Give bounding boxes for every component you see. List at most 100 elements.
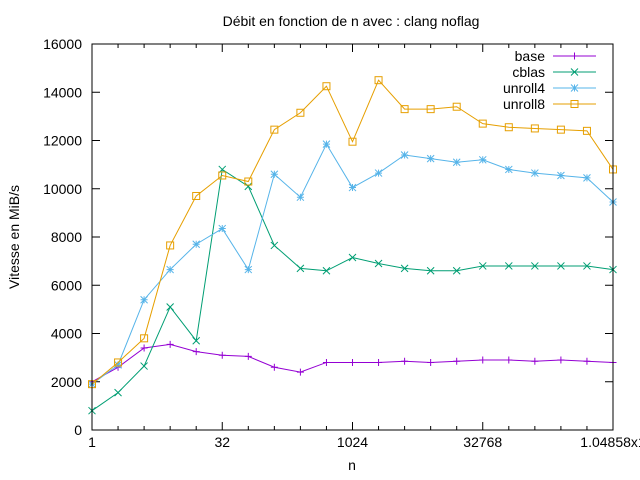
data-point [426,105,435,114]
data-point [583,174,591,182]
legend-item: unroll4 [503,80,596,96]
data-point [374,259,383,268]
x-axis-ticks: 1 32 1024 32768 1.04858x1 [88,44,640,450]
data-point [505,356,513,364]
y-axis-label: Vitesse en MiB/s [6,185,22,289]
data-point [557,262,565,270]
series-base [88,340,617,386]
legend-label: cblas [512,64,545,80]
data-point [570,68,579,76]
data-point [114,358,123,367]
data-point [140,295,148,304]
data-point [427,358,435,366]
data-point [322,82,331,91]
data-point [140,344,148,352]
data-point [244,177,253,186]
data-point [218,224,227,233]
data-point [504,165,513,174]
data-point [114,388,122,397]
data-point [114,361,122,369]
data-point [531,357,539,365]
data-point [270,241,279,250]
data-point [504,123,513,132]
data-point [401,357,409,365]
data-point [400,264,409,273]
y-tick-label: 12000 [43,133,82,149]
data-point [270,363,278,371]
series-line [91,143,614,385]
data-point [244,352,252,360]
data-point [504,262,513,270]
data-point [375,358,383,366]
data-point [570,84,579,92]
x-tick-label: 32768 [463,434,502,450]
data-point [218,171,227,180]
data-point [140,334,149,343]
data-point [322,140,331,148]
data-point [349,358,356,366]
data-point [244,182,253,191]
data-point [348,183,357,192]
y-tick-label: 2000 [51,374,82,390]
y-tick-label: 6000 [51,277,82,293]
data-point [296,108,305,117]
legend-item: unroll8 [503,96,596,112]
data-point [296,264,305,273]
legend-item: base [515,48,596,64]
data-point [218,351,226,359]
data-point [530,124,539,133]
data-point [583,262,591,270]
y-tick-label: 8000 [51,229,82,245]
data-point [166,340,174,348]
y-tick-label: 4000 [51,326,82,342]
series-line [91,168,614,412]
data-point [556,125,565,134]
data-point [192,191,201,200]
legend-item: cblas [512,64,596,80]
data-point [140,362,148,370]
data-point [192,336,201,345]
data-point [557,356,565,364]
data-point [296,193,305,202]
y-tick-label: 0 [74,422,82,438]
legend-label: unroll4 [503,80,545,96]
data-point [478,119,487,128]
data-point [452,266,461,275]
data-point [192,240,201,249]
data-point [348,137,357,146]
data-point [270,125,279,134]
data-point [166,303,175,311]
y-tick-label: 16000 [43,36,82,52]
x-tick-label: 1 [88,434,96,450]
data-point [166,265,175,274]
plot-frame [91,43,614,431]
data-point [479,356,487,364]
data-point [453,357,461,365]
data-point [400,105,409,114]
data-point [400,151,409,159]
data-point [478,155,487,164]
data-point [452,102,461,111]
data-point [348,253,357,262]
data-point [426,266,435,275]
data-point [571,52,578,60]
data-point [374,169,383,177]
series-line [91,79,614,385]
data-point [166,241,175,250]
data-point [452,158,461,167]
data-point [374,76,383,85]
y-tick-label: 10000 [43,181,82,197]
data-point [322,266,331,275]
data-point [582,126,591,135]
x-tick-label: 1.04858x1 [580,434,640,450]
data-point [530,262,539,270]
data-point [192,348,200,356]
y-tick-label: 14000 [43,84,82,100]
data-point [570,100,579,108]
data-point [426,154,435,163]
data-point [478,262,487,270]
x-axis-label: n [348,457,356,473]
data-point [557,171,565,180]
